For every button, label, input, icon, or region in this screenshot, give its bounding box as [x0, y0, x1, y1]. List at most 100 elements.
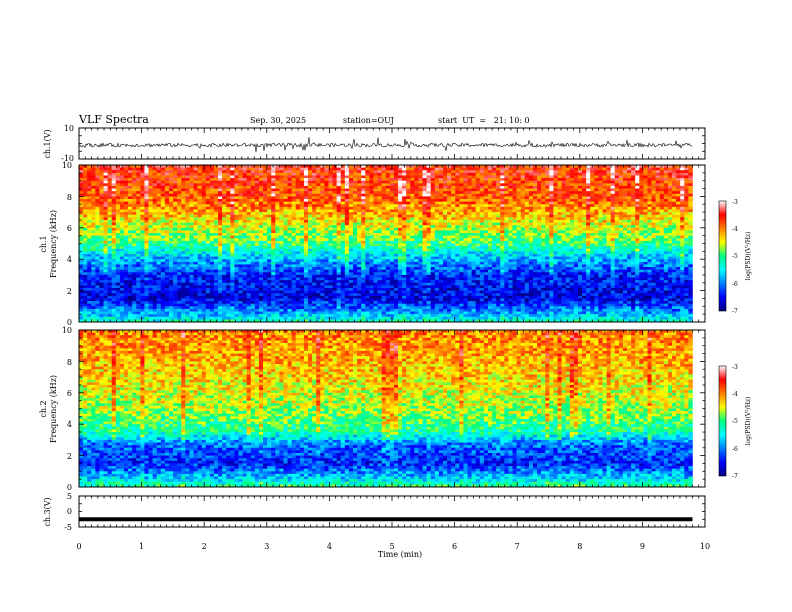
spectrogram-cell	[99, 303, 104, 307]
spectrogram-cell	[230, 204, 235, 208]
spectrogram-cell	[99, 204, 104, 208]
spectrogram-cell	[312, 191, 317, 195]
spectrogram-cell	[173, 259, 178, 263]
spectrogram-cell	[353, 243, 358, 247]
spectrogram-cell	[218, 230, 223, 234]
spectrogram-cell	[189, 256, 194, 260]
spectrogram-cell	[406, 201, 411, 205]
spectrogram-cell	[398, 298, 403, 302]
spectrogram-cell	[381, 199, 387, 202]
spectrogram-cell	[328, 240, 333, 244]
spectrogram-cell	[181, 269, 186, 273]
spectrogram-cell	[185, 311, 190, 315]
spectrogram-cell	[136, 238, 141, 242]
spectrogram-cell	[189, 261, 194, 265]
spectrogram-cell	[377, 280, 382, 284]
spectrogram-cell	[213, 246, 219, 250]
spectrogram-cell	[103, 183, 108, 187]
spectrogram-cell	[234, 165, 239, 168]
spectrogram-cell	[267, 298, 272, 302]
spectrogram-cell	[132, 180, 137, 184]
spectrogram-cell	[295, 196, 301, 200]
spectrogram-cell	[123, 290, 129, 294]
spectrogram-cell	[230, 199, 235, 202]
spectrogram-cell	[152, 222, 158, 226]
spectrogram-cell	[218, 212, 223, 216]
spectrogram-cell	[136, 306, 141, 310]
spectrogram-cell	[344, 246, 350, 250]
spectrogram-cell	[385, 259, 391, 263]
spectrogram-cell	[226, 206, 231, 210]
spectrogram-cell	[201, 233, 207, 236]
spectrogram-cell	[369, 295, 374, 299]
spectrogram-cell	[263, 259, 268, 263]
spectrogram-cell	[119, 225, 125, 229]
spectrogram-cell	[381, 259, 387, 263]
spectrogram-cell	[238, 225, 243, 229]
spectrogram-cell	[230, 272, 235, 276]
spectrogram-cell	[177, 285, 182, 289]
spectrogram-cell	[303, 256, 309, 260]
spectrogram-cell	[181, 319, 186, 323]
spectrogram-cell	[103, 261, 108, 265]
spectrogram-cell	[201, 282, 207, 286]
spectrogram-cell	[83, 314, 88, 318]
spectrogram-cell	[177, 193, 182, 197]
spectrogram-cell	[283, 233, 288, 236]
spectrogram-cell	[414, 240, 419, 244]
spectrogram-cell	[168, 212, 174, 216]
spectrogram-cell	[295, 277, 301, 281]
spectrogram-cell	[414, 188, 419, 192]
spectrogram-cell	[332, 314, 337, 318]
spectrogram-cell	[111, 196, 117, 200]
spectrogram-cell	[348, 282, 354, 286]
spectrogram-cell	[258, 285, 264, 289]
spectrogram-cell	[152, 246, 158, 250]
spectrogram-cell	[312, 217, 317, 221]
spectrogram-cell	[222, 199, 227, 202]
spectrogram-cell	[344, 214, 350, 218]
spectrogram-cell	[299, 165, 305, 168]
spectrogram-cell	[87, 204, 92, 208]
spectrogram-cell	[291, 175, 297, 179]
spectrogram-cell	[185, 285, 190, 289]
spectrogram-cell	[173, 285, 178, 289]
spectrogram-cell	[254, 285, 260, 289]
spectrogram-cell	[336, 293, 342, 297]
spectrogram-cell	[344, 311, 350, 315]
spectrogram-cell	[123, 301, 129, 304]
spectrogram-cell	[95, 170, 100, 174]
spectrogram-cell	[103, 201, 108, 205]
spectrogram-cell	[107, 178, 113, 181]
spectrogram-cell	[258, 185, 264, 189]
spectrogram-cell	[242, 240, 247, 244]
spectrogram-cell	[275, 251, 280, 255]
spectrogram-cell	[332, 253, 337, 257]
spectrogram-cell	[123, 246, 129, 250]
spectrogram-cell	[385, 280, 391, 284]
spectrogram-cell	[226, 287, 231, 291]
spectrogram-cell	[389, 243, 395, 247]
spectrogram-cell	[291, 248, 297, 252]
spectrogram-cell	[103, 301, 108, 304]
spectrogram-cell	[377, 306, 382, 310]
spectrogram-cell	[308, 193, 313, 197]
spectrogram-cell	[283, 185, 288, 189]
spectrogram-cell	[226, 308, 231, 312]
spectrogram-cell	[140, 217, 145, 221]
spectrogram-cell	[332, 212, 337, 216]
spectrogram-cell	[103, 172, 108, 176]
spectrogram-cell	[250, 269, 256, 273]
spectrogram-cell	[398, 222, 403, 226]
spectrogram-cell	[144, 222, 149, 226]
spectrogram-cell	[263, 180, 268, 184]
spectrogram-cell	[271, 277, 276, 281]
spectrogram-cell	[209, 277, 215, 281]
spectrogram-cell	[324, 272, 329, 276]
spectrogram-cell	[279, 217, 284, 221]
spectrogram-cell	[393, 167, 399, 171]
spectrogram-cell	[173, 314, 178, 318]
spectrogram-cell	[340, 222, 346, 226]
spectrogram-cell	[287, 303, 292, 307]
spectrogram-cell	[361, 298, 366, 302]
